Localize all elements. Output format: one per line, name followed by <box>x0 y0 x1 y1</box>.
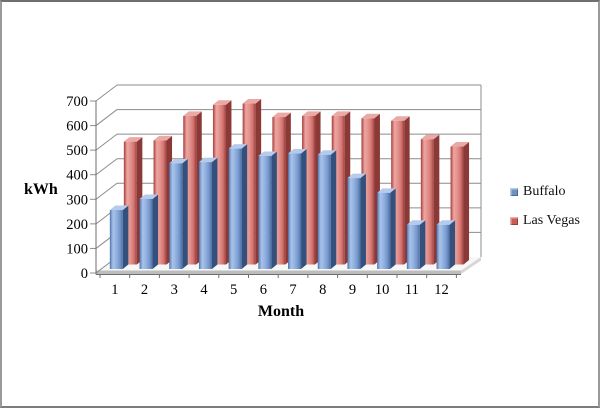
x-tick-label: 5 <box>230 282 237 298</box>
legend: Buffalo Las Vegas <box>510 184 580 242</box>
x-tick-label: 6 <box>260 282 267 298</box>
gridline-diagonal <box>95 158 118 176</box>
gridline-diagonal <box>95 133 118 151</box>
y-tick-label: 200 <box>66 217 88 233</box>
x-tick-label: 11 <box>405 282 419 298</box>
y-axis-title: kWh <box>24 181 58 198</box>
floor-right-face <box>461 257 481 274</box>
y-tick-label: 300 <box>66 192 88 208</box>
las-vegas-series-swatch-icon <box>510 217 518 225</box>
y-tick-label: 400 <box>66 168 88 184</box>
gridline-diagonal <box>95 182 118 200</box>
bar-buffalo-10 <box>377 188 396 269</box>
legend-item-buffalo: Buffalo <box>510 184 580 200</box>
bar-buffalo-3 <box>169 158 188 269</box>
y-tick-label: 700 <box>66 94 88 110</box>
bar-buffalo-4 <box>198 157 218 269</box>
y-tick-label: 600 <box>66 119 88 135</box>
y-tick-label: 500 <box>66 143 88 159</box>
bar-buffalo-5 <box>228 144 248 269</box>
legend-item-las-vegas: Las Vegas <box>510 213 580 229</box>
x-tick-label: 10 <box>375 282 390 298</box>
legend-label-buffalo: Buffalo <box>523 184 566 199</box>
x-tick-label: 8 <box>319 282 326 298</box>
x-tick-label: 2 <box>141 282 148 298</box>
bar-buffalo-9 <box>347 173 366 269</box>
gridline-diagonal <box>95 84 118 102</box>
buffalo-series-swatch-icon <box>510 188 518 196</box>
y-tick-label: 100 <box>66 241 88 257</box>
x-tick-label: 7 <box>289 282 296 298</box>
y-tick-label: 0 <box>81 266 88 282</box>
bar-buffalo-11 <box>406 220 426 269</box>
x-tick-label: 9 <box>349 282 356 298</box>
bar-buffalo-12 <box>436 220 456 269</box>
gridline-diagonal <box>95 109 118 126</box>
x-tick-label: 4 <box>200 282 208 298</box>
bar-buffalo-1 <box>109 205 129 269</box>
bar-buffalo-6 <box>258 151 277 269</box>
x-axis-title: Month <box>257 303 305 320</box>
bar-buffalo-8 <box>317 150 337 269</box>
bar-buffalo-2 <box>139 194 159 269</box>
x-tick-label: 1 <box>111 282 118 298</box>
bar-buffalo-7 <box>288 149 307 269</box>
x-tick-label: 3 <box>171 282 178 298</box>
floor-front-face <box>96 270 461 274</box>
x-tick-label: 12 <box>434 282 449 298</box>
legend-label-las-vegas: Las Vegas <box>523 213 580 228</box>
